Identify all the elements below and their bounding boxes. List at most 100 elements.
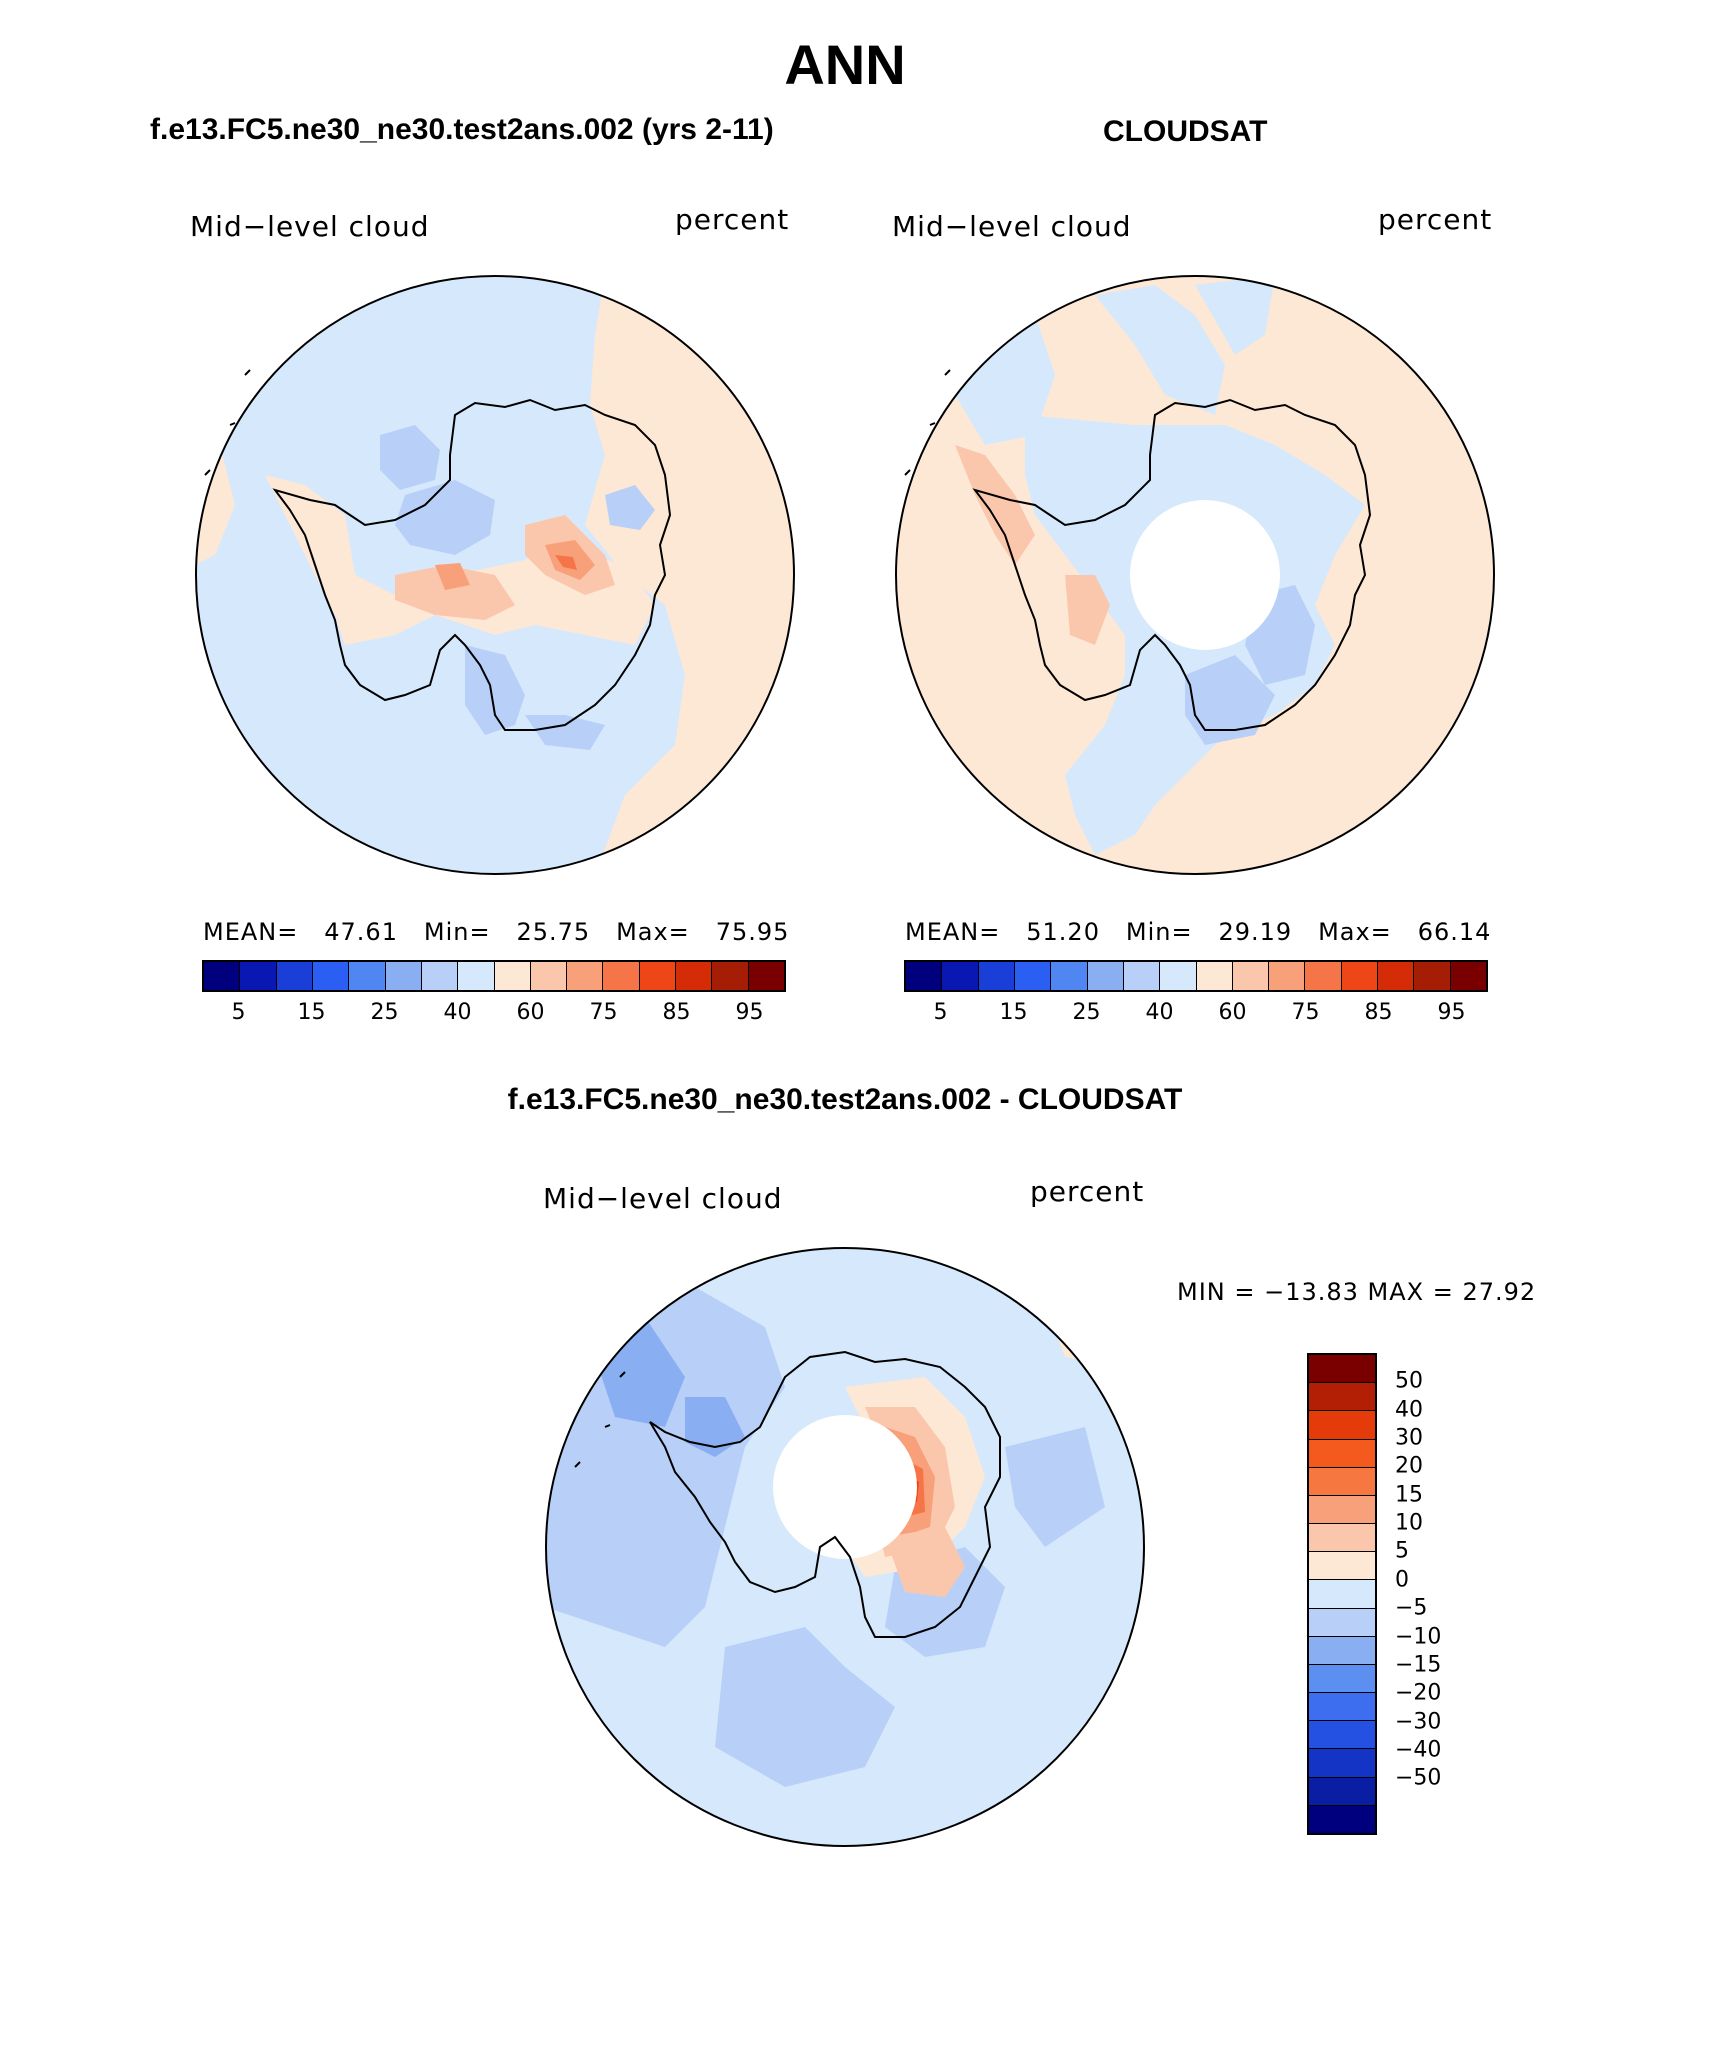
panel2-colorbar-swatch: [906, 962, 943, 990]
panel2-colorbar-tick-label: 95: [1437, 1000, 1466, 1025]
panel3-colorbar-tick-label: 50: [1395, 1368, 1423, 1394]
panel3-colorbar-swatch: [1309, 1777, 1375, 1806]
panel2-polar-map: [895, 275, 1495, 875]
panel1-colorbar-tick-label: 15: [297, 1000, 326, 1025]
panel2-colorbar-swatch: [1087, 962, 1124, 990]
panel3-colorbar-swatch: [1309, 1383, 1375, 1412]
panel2-colorbar-swatch: [1305, 962, 1342, 990]
panel3-colorbar-swatch: [1309, 1608, 1375, 1637]
panel2-coastline: [972, 398, 1372, 731]
panel2-colorbar-tick-label: 15: [999, 1000, 1028, 1025]
panel2-units-label: percent: [1378, 203, 1493, 236]
figure-title: ANN: [784, 33, 906, 96]
panel1-colorbar-swatch: [712, 962, 749, 990]
panel2-colorbar-swatch: [1014, 962, 1052, 990]
panel1-colorbar-tick-label: 25: [370, 1000, 399, 1025]
panel3-colorbar-tick-label: −15: [1395, 1652, 1442, 1678]
panel1-colorbar-swatch: [204, 962, 241, 990]
panel3-units-label: percent: [1030, 1175, 1145, 1208]
panel3-colorbar-tick-label: −20: [1395, 1680, 1442, 1706]
panel1-colorbar-tick-label: 40: [443, 1000, 472, 1025]
panel3-colorbar-swatch: [1309, 1721, 1375, 1750]
panel2-case-title: CLOUDSAT: [1103, 115, 1268, 148]
panel3-colorbar-tick-label: 10: [1395, 1510, 1423, 1536]
panel3-colorbar-tick-label: 0: [1395, 1567, 1409, 1593]
panel1-colorbar-swatch: [240, 962, 277, 990]
panel2-colorbar-swatch: [1269, 962, 1306, 990]
panel1-colorbar-swatch: [349, 962, 386, 990]
panel1-colorbar-swatch: [639, 962, 677, 990]
panel3-colorbar-tick-label: 40: [1395, 1397, 1423, 1423]
panel1-colorbar-tick-label: 85: [662, 1000, 691, 1025]
panel1-coastline: [272, 398, 672, 731]
panel3-case-title: f.e13.FC5.ne30_ne30.test2ans.002 - CLOUD…: [507, 1083, 1183, 1116]
panel2-stats: MEAN= 51.20 Min= 29.19 Max= 66.14: [905, 918, 1492, 946]
panel1-colorbar-swatch: [312, 962, 350, 990]
panel1-colorbar-swatch: [567, 962, 604, 990]
panel1-colorbar-swatch: [676, 962, 713, 990]
panel1-colorbar-swatch: [748, 962, 784, 990]
panel1-colorbar-tick-label: 60: [516, 1000, 545, 1025]
panel1-colorbar-swatch: [276, 962, 313, 990]
panel3-colorbar-swatch: [1309, 1693, 1375, 1722]
panel3-colorbar-labels: 50 40 30 20 15 10 5 0 −5 −10 −15 −20 −30 −40 −50: [1395, 1353, 1485, 1835]
panel3-colorbar-swatch: [1309, 1467, 1375, 1496]
panel1-colorbar-tick-label: 95: [735, 1000, 764, 1025]
panel2-variable-label: Mid−level cloud: [892, 210, 1132, 243]
panel2-colorbar-tick-label: 40: [1145, 1000, 1174, 1025]
panel3-minmax: MIN = −13.83 MAX = 27.92: [1177, 1278, 1537, 1306]
panel3-colorbar-tick-label: 30: [1395, 1425, 1423, 1451]
panel3-colorbar-tick-label: −10: [1395, 1624, 1442, 1650]
panel2-colorbar-swatch: [1196, 962, 1233, 990]
panel3-polar-map: [545, 1247, 1145, 1847]
panel1-case-title: f.e13.FC5.ne30_ne30.test2ans.002 (yrs 2-…: [150, 113, 774, 146]
panel2-colorbar-labels: 5 15 25 40 60 75 85 95: [904, 1000, 1488, 1030]
panel3-colorbar-tick-label: 20: [1395, 1453, 1423, 1479]
panel2-colorbar-swatch: [1450, 962, 1486, 990]
panel3-colorbar-swatch: [1309, 1552, 1375, 1581]
panel1-stats: MEAN= 47.61 Min= 25.75 Max= 75.95: [203, 918, 790, 946]
panel1-units-label: percent: [675, 203, 790, 236]
panel2-colorbar-tick-label: 5: [933, 1000, 948, 1025]
panel1-colorbar-tick-label: 5: [231, 1000, 246, 1025]
panel3-colorbar-tick-label: 5: [1395, 1538, 1409, 1564]
panel1-colorbar-swatch: [458, 962, 495, 990]
panel1-colorbar-swatch: [385, 962, 422, 990]
panel3-colorbar-tick-label: −40: [1395, 1737, 1442, 1763]
panel2-colorbar-tick-label: 75: [1291, 1000, 1320, 1025]
panel3-colorbar-swatch: [1309, 1636, 1375, 1665]
panel3-colorbar-tick-label: −30: [1395, 1709, 1442, 1735]
panel2-colorbar: [904, 960, 1488, 992]
panel2-colorbar-swatch: [942, 962, 979, 990]
panel2-colorbar-tick-label: 60: [1218, 1000, 1247, 1025]
panel2-colorbar-swatch: [1232, 962, 1270, 990]
panel3-colorbar-swatch: [1309, 1580, 1375, 1609]
panel3-colorbar: [1307, 1353, 1377, 1835]
panel2-colorbar-swatch: [978, 962, 1015, 990]
panel2-colorbar-swatch: [1414, 962, 1451, 990]
panel1-colorbar-swatch: [421, 962, 459, 990]
panel3-colorbar-swatch: [1309, 1664, 1375, 1694]
panel1-variable-label: Mid−level cloud: [190, 210, 430, 243]
panel3-colorbar-swatch: [1309, 1524, 1375, 1553]
panel3-colorbar-tick-label: 15: [1395, 1482, 1423, 1508]
panel3-colorbar-swatch: [1309, 1411, 1375, 1440]
panel3-coastline: [649, 1350, 1001, 1638]
panel1-colorbar-swatch: [603, 962, 640, 990]
panel1-polar-map: [195, 275, 795, 875]
panel1-colorbar-tick-label: 75: [589, 1000, 618, 1025]
panel1-colorbar-labels: 5 15 25 40 60 75 85 95: [202, 1000, 786, 1030]
panel2-colorbar-tick-label: 25: [1072, 1000, 1101, 1025]
panel2-colorbar-swatch: [1341, 962, 1379, 990]
panel3-colorbar-swatch: [1309, 1495, 1375, 1525]
panel3-colorbar-tick-label: −5: [1395, 1595, 1428, 1621]
panel1-colorbar-swatch: [494, 962, 531, 990]
panel3-colorbar-swatch: [1309, 1439, 1375, 1468]
panel3-colorbar-swatch: [1309, 1749, 1375, 1778]
panel2-colorbar-swatch: [1051, 962, 1088, 990]
panel1-colorbar: [202, 960, 786, 992]
panel3-colorbar-swatch: [1309, 1355, 1375, 1384]
panel2-colorbar-swatch: [1160, 962, 1197, 990]
panel3-colorbar-tick-label: −50: [1395, 1765, 1442, 1791]
panel2-colorbar-swatch: [1378, 962, 1415, 990]
